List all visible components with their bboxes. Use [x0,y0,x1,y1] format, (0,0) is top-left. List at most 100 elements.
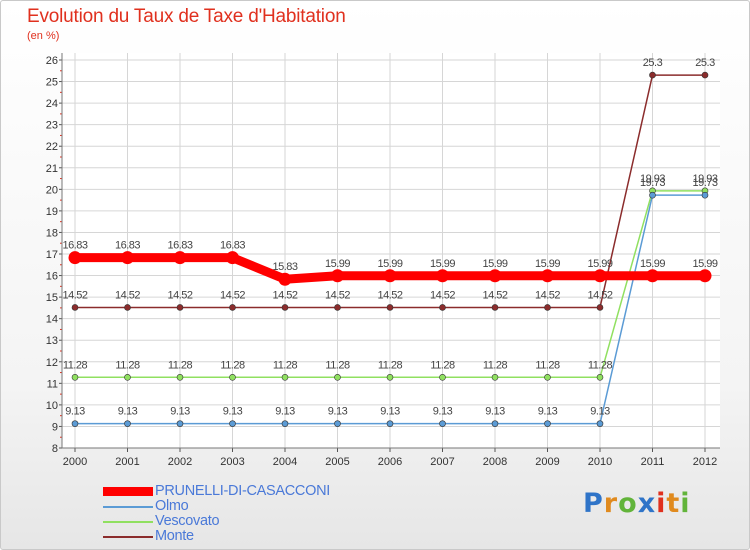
data-label: 14.52 [325,289,350,301]
data-point [544,373,551,381]
data-point [334,304,341,311]
data-point [646,269,659,283]
data-label: 11.28 [273,359,298,371]
data-label: 15.99 [377,258,402,270]
x-tick-label: 2003 [220,456,244,468]
data-label: 15.83 [272,261,297,273]
data-point [386,373,394,381]
data-point [491,373,499,381]
y-tick-label: 21 [46,163,58,175]
data-point [176,420,184,427]
data-point [121,251,134,265]
logo-letter: o [618,488,638,519]
data-point [173,251,187,265]
y-tick-label: 18 [46,227,58,239]
y-tick-label: 8 [52,443,58,455]
data-label: 19.73 [640,177,665,189]
y-tick-label: 10 [46,400,58,412]
data-point [334,373,341,381]
y-tick-label: 22 [46,141,58,153]
data-label: 9.13 [433,406,453,418]
x-tick-label: 2012 [693,456,717,468]
data-label: 9.13 [590,406,610,418]
y-tick-label: 17 [46,249,58,261]
data-label: 11.28 [220,359,245,371]
data-label: 15.99 [692,258,717,270]
data-point [334,420,341,427]
y-tick-label: 24 [46,98,58,110]
data-label: 9.13 [380,406,400,418]
axes: 8 9 10 11 12 13 14 15 16 17 18 19 20 21 22 23 24 25 26 2000… [46,53,720,468]
data-label: 14.52 [587,289,612,301]
series-olmo [71,191,709,427]
y-tick-label: 9 [52,421,58,433]
data-label: 16.83 [167,240,192,252]
data-label: 14.52 [115,289,140,301]
data-point [331,269,344,283]
x-tick-label: 2001 [115,456,139,468]
data-label: 11.28 [378,359,403,371]
data-label: 9.13 [485,406,505,418]
data-label: 11.28 [535,359,560,371]
data-label: 19.93 [640,173,665,185]
logo-letter: t [666,488,681,519]
data-point [281,373,289,381]
data-point [71,420,79,427]
legend-swatch-prunelli [103,487,153,496]
chart-title: Evolution du Taux de Taxe d'Habitation [27,6,346,27]
data-label: 19.93 [692,173,717,185]
y-tick-label: 15 [46,292,58,304]
logo-letter: i [680,488,691,519]
data-point [596,304,604,311]
data-label: 14.52 [430,289,455,301]
data-point [124,304,131,311]
y-tick-label: 13 [46,335,58,347]
data-label: 15.99 [640,258,665,270]
data-point [593,269,607,283]
y-tick-label: 11 [47,378,58,390]
data-point [229,420,236,427]
data-point [229,304,236,311]
data-point [596,373,604,381]
data-point [698,269,712,283]
y-tick-label: 14 [46,314,58,326]
labels-layer: 16.83 16.83 16.83 16.83 15.83 15.99 15.99 15.99… [62,57,718,418]
y-tick-label: 20 [46,184,58,196]
x-tick-label: 2007 [430,456,454,468]
plot-area [62,53,720,448]
y-tick-label: 25 [46,77,58,89]
data-point [439,304,446,311]
data-point [491,304,499,311]
data-label: 15.99 [535,258,560,270]
chart-unit: (en %) [27,30,60,42]
legend-label-vescovato: Vescovato [155,513,220,529]
data-point [226,251,239,265]
data-point [386,420,394,427]
legend-label-prunelli: PRUNELLI-DI-CASACCONI [155,483,330,499]
data-point [436,269,449,283]
data-point [281,420,289,427]
legend-swatch-monte [103,536,153,538]
logo-letter: i [656,488,667,519]
data-label: 14.52 [535,289,560,301]
data-label: 15.99 [430,258,455,270]
data-label: 11.28 [115,359,140,371]
logo-letter: x [637,488,657,519]
x-tick-label: 2008 [483,456,507,468]
data-label: 14.52 [62,289,87,301]
y-tick-label: 16 [46,271,58,283]
data-label: 11.28 [325,359,350,371]
data-point [701,71,709,79]
data-point [124,373,131,381]
data-point [439,373,446,381]
data-label: 16.83 [115,240,140,252]
data-point [488,269,502,283]
x-tick-label: 2011 [641,456,665,468]
data-point [386,304,394,311]
data-label: 11.28 [483,359,508,371]
data-label: 9.13 [223,406,243,418]
data-point [544,304,551,311]
data-label: 25.3 [643,57,663,69]
data-point [71,304,79,311]
